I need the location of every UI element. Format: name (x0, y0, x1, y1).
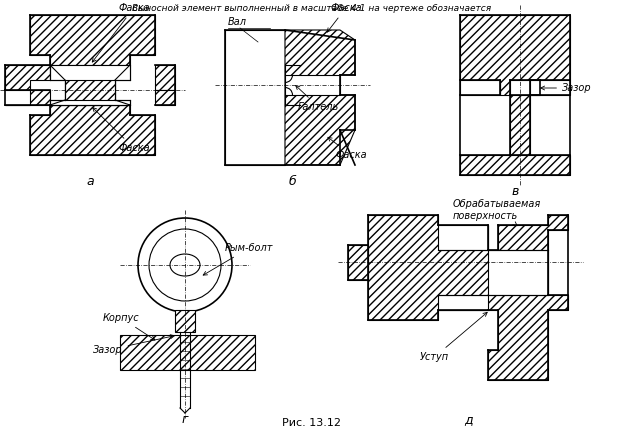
Polygon shape (50, 65, 130, 105)
Polygon shape (368, 215, 568, 380)
Polygon shape (30, 15, 155, 65)
Polygon shape (438, 295, 488, 310)
Text: Корпус: Корпус (103, 313, 155, 340)
Polygon shape (488, 250, 548, 295)
Text: а: а (86, 175, 94, 188)
Polygon shape (530, 80, 570, 95)
Polygon shape (155, 90, 175, 105)
Text: Галтель: Галтель (296, 86, 339, 112)
Text: Фаска: Фаска (92, 107, 149, 153)
Polygon shape (510, 95, 530, 155)
Text: Зазор: Зазор (541, 83, 592, 93)
Polygon shape (30, 105, 155, 155)
Text: Уступ: Уступ (420, 312, 487, 362)
Text: в: в (511, 185, 519, 198)
Text: Фаска: Фаска (92, 3, 149, 62)
Text: Зазор: Зазор (93, 335, 174, 355)
Text: Выносной элемент выполненный в масштабе 4:1 на чертеже обозначается: Выносной элемент выполненный в масштабе … (132, 4, 492, 13)
Polygon shape (5, 90, 50, 105)
Polygon shape (460, 15, 570, 95)
Polygon shape (120, 335, 255, 370)
Text: Вал: Вал (228, 17, 247, 27)
Text: Обрабатываемая
поверхность: Обрабатываемая поверхность (453, 199, 541, 226)
Polygon shape (348, 245, 368, 280)
Polygon shape (460, 155, 570, 175)
Polygon shape (175, 310, 195, 332)
Polygon shape (225, 30, 285, 165)
Polygon shape (5, 65, 50, 90)
Text: д: д (464, 413, 472, 426)
Polygon shape (285, 30, 355, 165)
Text: Фаска: Фаска (328, 137, 367, 160)
Text: Рис. 13.12: Рис. 13.12 (282, 418, 341, 428)
Polygon shape (438, 225, 488, 250)
Text: Фаска: Фаска (328, 3, 362, 32)
Polygon shape (460, 80, 500, 95)
Polygon shape (155, 65, 175, 90)
Polygon shape (285, 75, 340, 95)
Text: г: г (182, 413, 188, 426)
Text: б: б (288, 175, 296, 188)
Polygon shape (65, 80, 115, 100)
Text: Рым-болт: Рым-болт (203, 243, 273, 275)
